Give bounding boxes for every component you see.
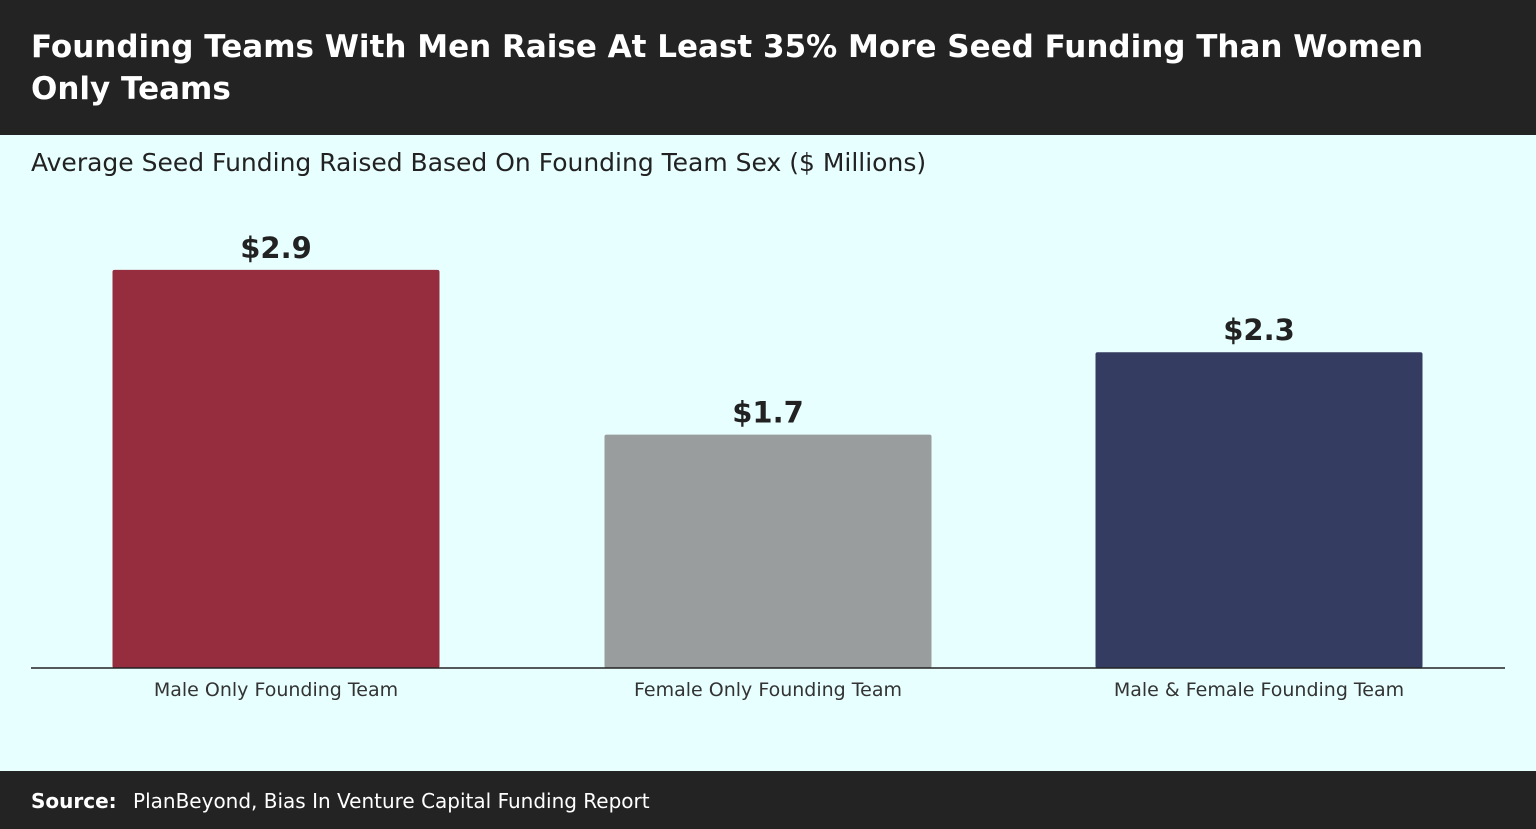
category-label-2: Female Only Founding Team (634, 679, 902, 701)
bar-1 (112, 269, 440, 668)
bar-chart: $2.9 Male Only Founding Team $1.7 Female On… (31, 231, 1505, 701)
footer-bar: Source: PlanBeyond, Bias In Venture Capi… (0, 771, 1536, 829)
chart-title: Founding Teams With Men Raise At Least 3… (31, 29, 1424, 107)
source-note: Source: PlanBeyond, Bias In Venture Capi… (31, 789, 650, 813)
source-label: Source: (31, 789, 117, 813)
value-label-3: $2.3 (1223, 313, 1295, 347)
value-label-1: $2.9 (240, 231, 312, 265)
header-bar: Founding Teams With Men Raise At Least 3… (0, 0, 1536, 135)
bar-2 (604, 434, 932, 668)
value-label-2: $1.7 (732, 396, 804, 430)
source-text: PlanBeyond, Bias In Venture Capital Fund… (133, 789, 650, 813)
chart-subtitle: Average Seed Funding Raised Based On Fou… (31, 148, 927, 177)
category-label-1: Male Only Founding Team (154, 679, 398, 701)
category-label-3: Male & Female Founding Team (1114, 679, 1404, 701)
bar-3 (1095, 352, 1423, 668)
